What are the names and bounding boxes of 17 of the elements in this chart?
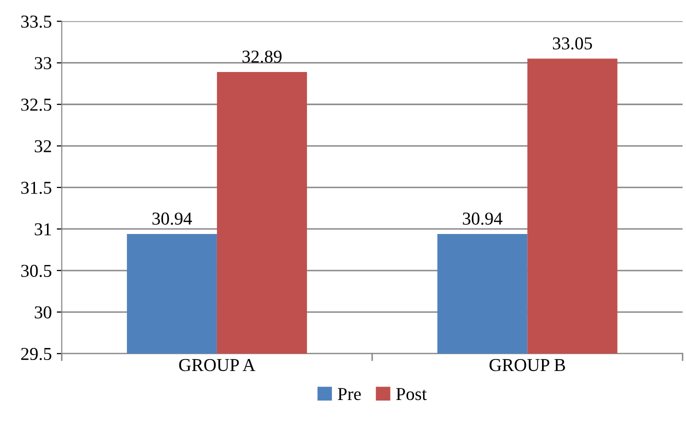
x-tick-label: GROUP A bbox=[179, 359, 256, 372]
data-label: 30.94 bbox=[152, 212, 192, 225]
y-tick-label: 29.5 bbox=[21, 348, 52, 360]
y-tick-label: 30.5 bbox=[21, 264, 52, 278]
data-label: 30.94 bbox=[462, 212, 502, 225]
y-tick-label: 33 bbox=[34, 57, 52, 70]
y-tick-label: 31 bbox=[34, 223, 51, 236]
y-tick-label: 32.5 bbox=[21, 98, 52, 111]
legend-label: Pre bbox=[338, 388, 361, 400]
y-tick-label: 32 bbox=[34, 140, 52, 152]
data-label: 32.89 bbox=[242, 50, 282, 63]
y-tick-label: 33.5 bbox=[21, 16, 52, 28]
legend-label: Post bbox=[396, 388, 427, 400]
y-tick-label: 31.5 bbox=[21, 182, 52, 194]
data-label: 33.05 bbox=[552, 37, 592, 50]
x-tick-label: GROUP B bbox=[490, 359, 566, 372]
y-tick-label: 30 bbox=[34, 306, 52, 318]
